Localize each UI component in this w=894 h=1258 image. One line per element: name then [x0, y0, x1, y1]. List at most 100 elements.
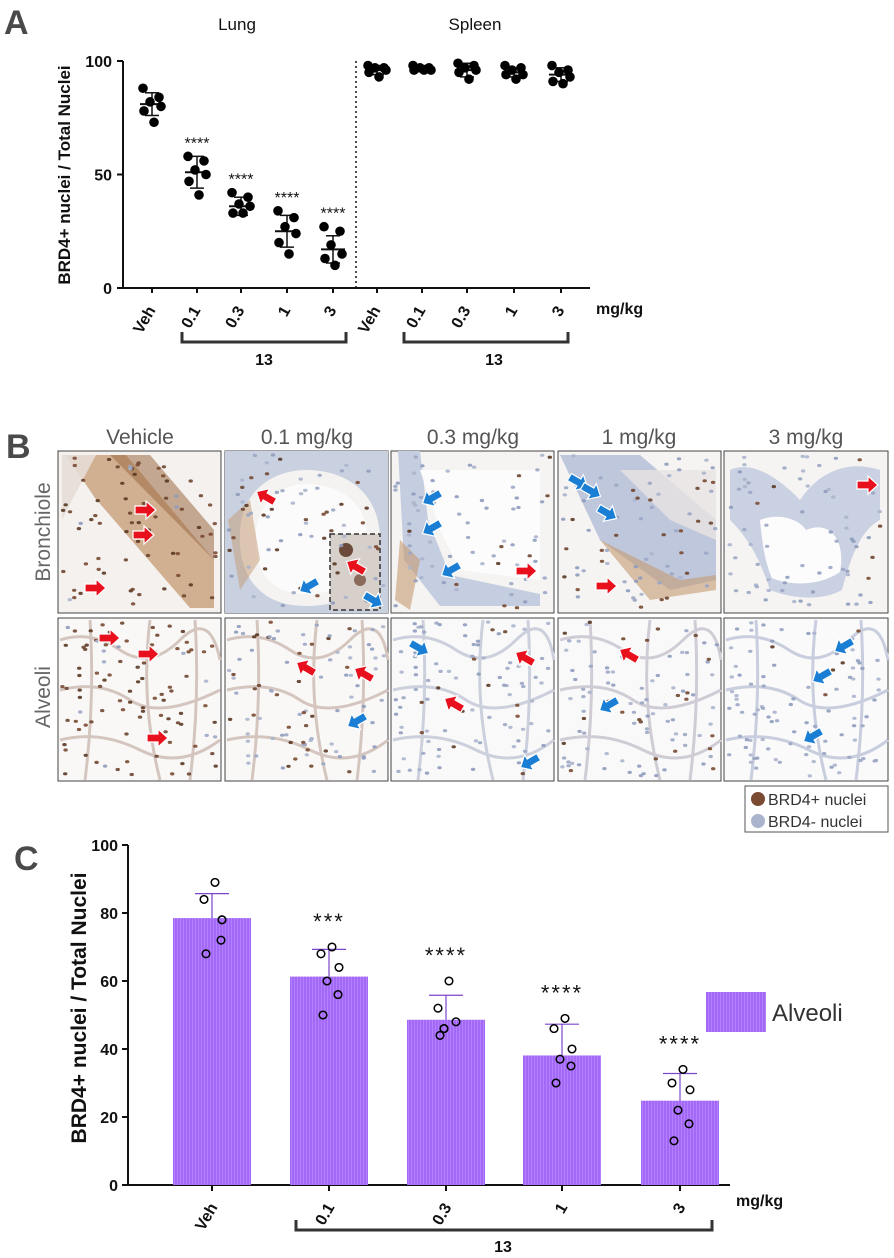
- histology-legend-box: [744, 785, 889, 833]
- brd4-positive-nucleus: [653, 757, 658, 761]
- histology-arrow-positive: [345, 557, 368, 577]
- brd4-positive-nucleus: [196, 525, 202, 530]
- brd4-negative-nucleus: [533, 675, 538, 680]
- brd4-negative-nucleus: [406, 533, 412, 537]
- brd4-negative-nucleus: [685, 672, 690, 677]
- panel-a-lung-point-0.1: [199, 156, 209, 166]
- brd4-negative-nucleus: [413, 665, 418, 670]
- brd4-negative-nucleus: [632, 498, 638, 502]
- brd4-negative-nucleus: [398, 650, 404, 654]
- panel-c-y-tick-label-80: 80: [100, 906, 118, 923]
- brd4-positive-nucleus: [310, 714, 315, 718]
- brd4-positive-nucleus: [355, 480, 360, 485]
- brd4-positive-nucleus: [599, 548, 604, 553]
- brd4-positive-nucleus: [89, 720, 94, 724]
- brd4-negative-nucleus: [249, 648, 255, 652]
- brd4-positive-nucleus: [664, 596, 670, 600]
- brd4-negative-nucleus: [748, 682, 754, 686]
- histology-image-bronchiole-1: [557, 450, 722, 614]
- panel-a-lung-x-tick-label-Veh: Veh: [131, 304, 160, 337]
- brd4-negative-nucleus: [774, 719, 780, 723]
- histology-arrow-positive: [255, 487, 278, 507]
- brd4-negative-nucleus: [321, 762, 326, 766]
- brd4-negative-nucleus: [343, 595, 348, 600]
- brd4-positive-nucleus: [324, 510, 329, 514]
- brd4-negative-nucleus: [575, 566, 580, 570]
- brd4-negative-nucleus: [516, 505, 521, 510]
- panel-c-y-tick-label-0: 0: [109, 1178, 118, 1195]
- brd4-negative-nucleus: [501, 539, 507, 543]
- brd4-positive-nucleus: [129, 521, 135, 525]
- brd4-positive-nucleus: [189, 648, 194, 652]
- brd4-negative-nucleus: [367, 545, 372, 549]
- brd4-negative-nucleus: [280, 489, 285, 493]
- brd4-positive-nucleus: [515, 714, 520, 718]
- panel-c-bar-1: [523, 1055, 601, 1185]
- brd4-negative-nucleus: [520, 727, 526, 731]
- panel-a-spleen-point-0.1: [419, 65, 429, 75]
- brd4-positive-nucleus: [129, 772, 134, 777]
- brd4-positive-nucleus: [137, 715, 143, 719]
- brd4-negative-nucleus: [349, 695, 354, 699]
- brd4-negative-nucleus: [420, 557, 425, 561]
- brd4-negative-nucleus: [246, 761, 251, 765]
- brd4-negative-nucleus: [811, 760, 816, 764]
- brd4-negative-nucleus: [829, 765, 834, 769]
- brd4-negative-nucleus: [792, 600, 797, 604]
- brd4-positive-nucleus: [175, 647, 180, 651]
- brd4-negative-nucleus: [754, 766, 759, 770]
- brd4-negative-nucleus: [265, 515, 270, 519]
- brd4-negative-nucleus: [690, 693, 696, 697]
- brd4-negative-nucleus: [235, 492, 240, 497]
- brd4-negative-nucleus: [532, 538, 537, 542]
- brd4-negative-nucleus: [434, 662, 439, 666]
- brd4-negative-nucleus: [535, 468, 540, 472]
- panel-c-x-tick-label-1: 1: [552, 1200, 571, 1216]
- brd4-negative-nucleus: [638, 774, 644, 778]
- brd4-positive-nucleus: [451, 745, 456, 749]
- brd4-negative-nucleus: [667, 474, 672, 478]
- brd4-positive-nucleus: [186, 772, 192, 776]
- brd4-negative-nucleus: [280, 603, 285, 608]
- brd4-positive-nucleus: [702, 479, 707, 483]
- panel-a-lung-significance-0.1: ****: [185, 135, 210, 152]
- brd4-negative-nucleus: [845, 602, 851, 606]
- panel-a-lung-point-3: [319, 221, 329, 232]
- brd4-negative-nucleus: [834, 539, 839, 543]
- brd4-positive-nucleus: [100, 623, 105, 627]
- brd4-negative-nucleus: [605, 681, 611, 685]
- panel-c-unit-label: mg/kg: [736, 1193, 783, 1210]
- brd4-negative-nucleus: [670, 738, 675, 742]
- brd4-negative-nucleus: [369, 647, 375, 651]
- brd4-negative-nucleus: [734, 627, 740, 631]
- panel-a-lung-compound-bracket: [180, 332, 348, 344]
- panel-a-lung-point-1: [274, 237, 284, 248]
- brd4-positive-nucleus: [296, 679, 302, 684]
- brd4-positive-nucleus: [135, 463, 140, 467]
- brd4-negative-nucleus: [650, 712, 656, 716]
- panel-a-spleen-point-1: [511, 74, 521, 84]
- brd4-negative-nucleus: [266, 548, 271, 552]
- brd4-negative-nucleus: [67, 598, 73, 602]
- brd4-negative-nucleus: [766, 747, 771, 751]
- brd4-negative-nucleus: [742, 463, 747, 467]
- brd4-negative-nucleus: [411, 501, 416, 505]
- brd4-positive-nucleus: [73, 719, 79, 723]
- brd4-negative-nucleus: [649, 552, 654, 556]
- brd4-negative-nucleus: [728, 572, 733, 576]
- brd4-negative-nucleus: [605, 670, 610, 674]
- panel-c-bar-0.1: [290, 976, 368, 1185]
- brd4-negative-nucleus: [845, 569, 850, 573]
- brd4-negative-nucleus: [622, 580, 627, 584]
- brd4-positive-nucleus: [269, 507, 274, 511]
- brd4-negative-nucleus: [641, 772, 646, 776]
- brd4-positive-nucleus: [124, 639, 129, 643]
- brd4-negative-nucleus: [393, 712, 399, 716]
- brd4-negative-nucleus: [575, 595, 581, 599]
- brd4-positive-nucleus: [201, 650, 207, 654]
- brd4-negative-nucleus: [708, 754, 713, 759]
- brd4-positive-nucleus: [830, 668, 836, 672]
- brd4-positive-nucleus: [118, 659, 123, 664]
- panel-a-lung-x-tick-label-0.3: 0.3: [223, 303, 249, 331]
- brd4-negative-nucleus: [257, 716, 262, 721]
